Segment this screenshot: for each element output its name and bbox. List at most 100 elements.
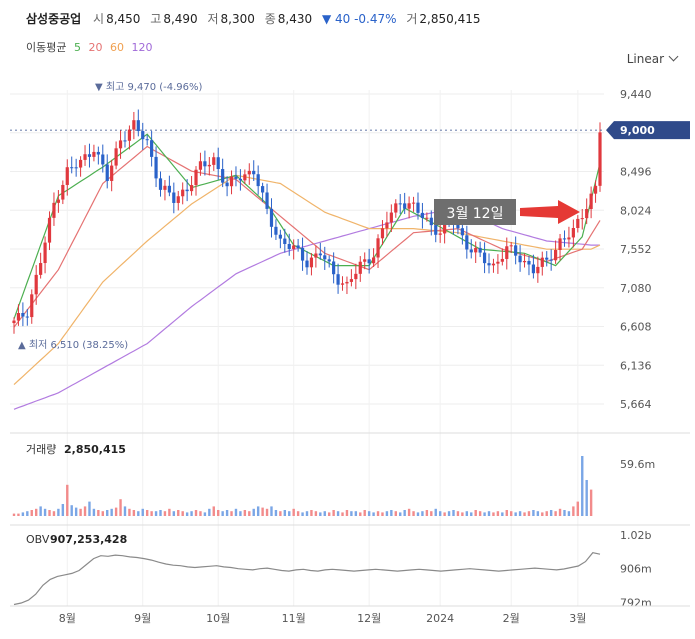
- scale-dropdown[interactable]: Linear: [626, 51, 679, 66]
- candle-body: [336, 274, 340, 285]
- ma60-legend[interactable]: 60: [109, 41, 124, 54]
- volume-bar: [292, 508, 295, 516]
- volume-bar: [350, 511, 353, 516]
- volume-bar: [314, 511, 318, 516]
- candle-body: [327, 259, 331, 262]
- volume-bar: [572, 506, 575, 516]
- volume-bar: [412, 511, 415, 516]
- volume-bar: [487, 511, 491, 516]
- candle-body: [25, 316, 29, 318]
- candle-body: [16, 313, 21, 321]
- volume-bar: [336, 511, 340, 516]
- quote-header: 삼성중공업 시 8,450 고 8,490 저 8,300 종 8,430 ▼ 40 -…: [26, 10, 487, 27]
- obv-line: [13, 552, 601, 606]
- x-tick-label: 11월: [282, 612, 306, 625]
- volume-bar: [225, 510, 229, 516]
- volume-bar: [261, 507, 264, 516]
- volume-bar: [438, 511, 442, 516]
- candle-body: [163, 185, 167, 190]
- high-value: 8,490: [163, 12, 198, 26]
- ma5-legend[interactable]: 5: [73, 41, 81, 54]
- candle-body: [269, 208, 274, 227]
- candle-body: [158, 178, 163, 190]
- candle-body: [172, 192, 176, 203]
- candle-body: [380, 228, 385, 239]
- x-tick-label: 12월: [357, 612, 381, 625]
- volume-bar: [541, 512, 544, 516]
- price-tick-label: 6,608: [620, 321, 652, 334]
- candle-body: [438, 233, 442, 235]
- volume-bar: [310, 510, 313, 516]
- candle-body: [376, 238, 380, 258]
- volume-bar: [478, 511, 482, 516]
- obv-panel-value: 907,253,428: [50, 533, 127, 546]
- candle-body: [478, 247, 482, 253]
- candle-body: [145, 139, 149, 141]
- volume-bar: [403, 510, 406, 516]
- candle-body: [167, 185, 171, 193]
- candle-body: [398, 203, 402, 205]
- ma60-line: [13, 174, 601, 386]
- volume-bar: [376, 511, 380, 516]
- x-tick-label: 8월: [59, 612, 76, 625]
- candle-body: [354, 273, 358, 280]
- volume-bar: [106, 510, 109, 516]
- volume-bar: [110, 508, 113, 516]
- ma120-legend[interactable]: 120: [131, 41, 153, 54]
- ma120-line: [13, 207, 600, 410]
- volume-bar: [274, 510, 278, 516]
- candle-body: [292, 245, 296, 250]
- open-value: 8,450: [106, 12, 141, 26]
- current-price-tag: [606, 121, 690, 140]
- x-tick-label: 3월: [569, 612, 586, 625]
- candle-body: [105, 164, 109, 181]
- candle-body: [70, 167, 74, 169]
- volume-bar: [43, 508, 47, 516]
- low-annotation: ▲ 최저 6,510 (38.25%): [18, 339, 128, 351]
- candle-body: [349, 279, 353, 282]
- low-value: 8,300: [220, 12, 255, 26]
- volume-bar: [416, 512, 420, 516]
- obv-tick-label: 906m: [620, 563, 652, 576]
- volume-bar: [128, 508, 131, 516]
- volume-bar: [345, 510, 349, 516]
- volume-bar: [92, 508, 96, 516]
- volume-bar: [332, 510, 335, 516]
- candle-body: [549, 259, 553, 261]
- candle-body: [141, 131, 145, 140]
- x-tick-label: 9월: [134, 612, 151, 625]
- arrow-icon: [520, 200, 580, 224]
- callout-label: 3월 12일: [447, 206, 504, 222]
- volume-bar: [239, 511, 242, 516]
- volume-bar: [434, 508, 437, 516]
- candle-body: [571, 227, 575, 238]
- candle-body: [332, 261, 336, 275]
- candle-body: [114, 148, 118, 166]
- candle-body: [514, 245, 518, 256]
- volume-bar: [514, 512, 517, 516]
- volume-value: 2,850,415: [419, 12, 481, 26]
- volume-bar: [567, 511, 571, 516]
- volume-bar: [48, 510, 51, 516]
- volume-bar: [97, 510, 100, 516]
- candle-body: [221, 169, 225, 183]
- volume-bar: [483, 512, 486, 516]
- volume-bar: [57, 508, 60, 516]
- volume-bar: [492, 512, 495, 516]
- candle-body: [500, 258, 504, 262]
- candle-body: [491, 263, 496, 266]
- scale-label: Linear: [626, 52, 664, 66]
- volume-bar: [510, 511, 513, 516]
- obv-tick-label: 792m: [620, 596, 652, 609]
- candle-body: [287, 244, 291, 250]
- volume-bar: [203, 512, 207, 516]
- candle-body: [47, 217, 52, 243]
- candle-body: [110, 165, 114, 181]
- ma20-legend[interactable]: 20: [88, 41, 103, 54]
- volume-bar: [123, 506, 127, 516]
- high-annotation: ▼ 최고 9,470 (-4.96%): [95, 81, 203, 93]
- candle-body: [394, 203, 398, 213]
- volume-bar: [252, 508, 255, 516]
- candle-body: [522, 260, 527, 263]
